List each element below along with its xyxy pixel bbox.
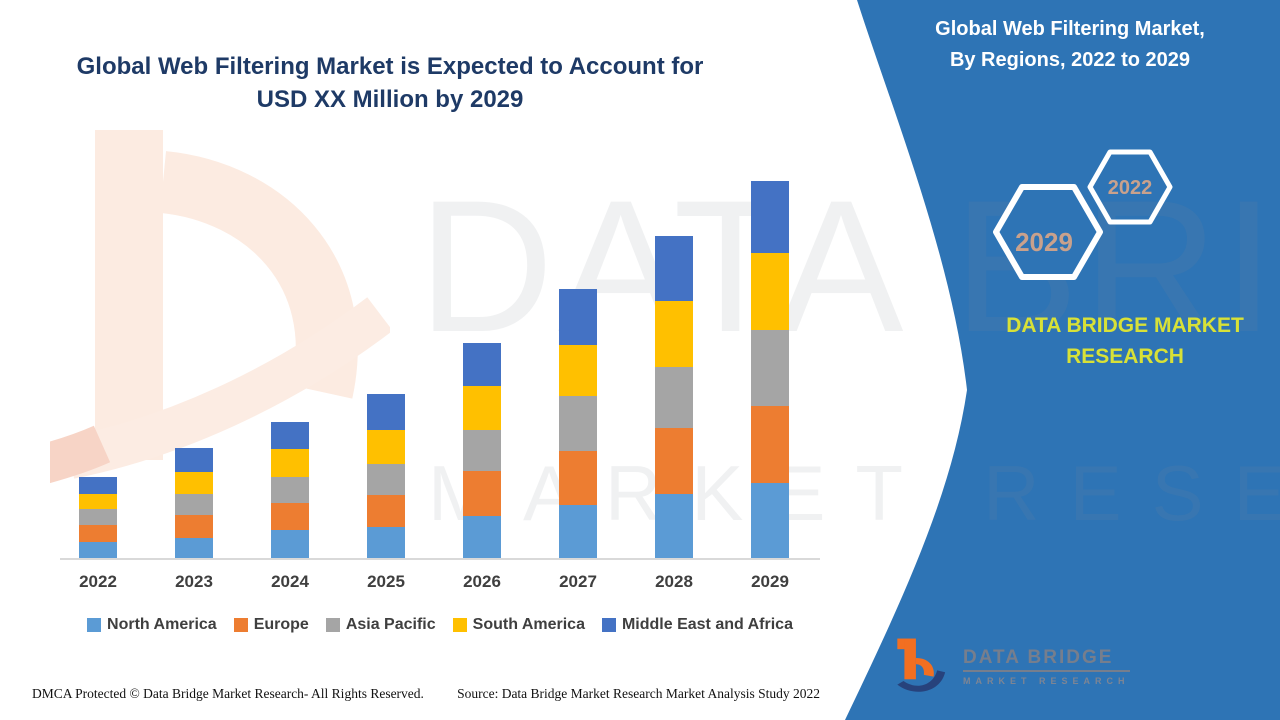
bar-segment: [751, 330, 789, 406]
bar-segment: [655, 236, 693, 301]
dmca-notice: DMCA Protected © Data Bridge Market Rese…: [32, 686, 424, 701]
x-axis-label: 2023: [175, 572, 213, 591]
bar-segment: [175, 494, 213, 515]
bar-segment: [655, 494, 693, 558]
x-axis-label: 2024: [271, 572, 309, 591]
legend-swatch: [325, 618, 340, 632]
x-axis-label: 2028: [655, 572, 693, 591]
x-axis-label: 2027: [559, 572, 597, 591]
hexagon-2029-label: 2029: [1015, 227, 1073, 257]
legend-label: Middle East and Africa: [621, 616, 793, 633]
bar-2024: [271, 422, 309, 558]
bar-segment: [751, 483, 789, 558]
bar-segment: [463, 516, 501, 558]
bar-segment: [559, 505, 597, 558]
bar-segment: [751, 181, 789, 253]
bar-segment: [655, 301, 693, 367]
hexagon-2029-icon: [993, 184, 1103, 280]
bar-segment: [463, 386, 501, 430]
bar-segment: [175, 472, 213, 494]
bar-2029: [751, 181, 789, 558]
bar-segment: [367, 495, 405, 527]
bar-segment: [79, 509, 117, 525]
logo-subtitle: MARKET RESEARCH: [963, 675, 1130, 686]
bar-segment: [463, 471, 501, 516]
footer: DMCA Protected © Data Bridge Market Rese…: [32, 686, 820, 702]
bar-2027: [559, 289, 597, 558]
legend-swatch: [452, 618, 467, 632]
bar-segment: [79, 525, 117, 542]
side-panel-title-line2: By Regions, 2022 to 2029: [949, 49, 1191, 71]
bar-segment: [79, 494, 117, 509]
bar-2025: [367, 394, 405, 558]
bar-segment: [367, 430, 405, 464]
legend-label: North America: [107, 616, 217, 633]
bar-segment: [559, 451, 597, 505]
chart-legend: North America Europe Asia Pacific South Ame…: [60, 616, 820, 634]
logo-title: DATA BRIDGE: [963, 647, 1130, 672]
legend-item: Europe: [233, 616, 309, 634]
bar-segment: [79, 542, 117, 558]
bar-segment: [175, 538, 213, 558]
legend-swatch: [233, 618, 248, 632]
bar-2023: [175, 448, 213, 558]
bar-segment: [655, 367, 693, 428]
bar-segment: [271, 503, 309, 530]
x-axis-label: 2022: [79, 572, 117, 591]
chart-title-line2: USD XX Million by 2029: [256, 86, 524, 113]
legend-item: North America: [87, 616, 217, 634]
hexagon-badges: 2022 2029: [993, 149, 1173, 280]
bar-segment: [559, 345, 597, 396]
x-axis-label: 2025: [367, 572, 405, 591]
legend-label: Europe: [253, 616, 309, 633]
bar-segment: [175, 515, 213, 538]
x-axis-label: 2029: [751, 572, 789, 591]
side-panel-title: Global Web Filtering Market, By Regions,…: [905, 14, 1235, 76]
bar-segment: [271, 477, 309, 503]
legend-swatch: [601, 618, 616, 632]
bar-2028: [655, 236, 693, 558]
brand-b-watermark-icon: [50, 130, 390, 484]
bar-segment: [751, 406, 789, 483]
legend-swatch: [87, 618, 102, 632]
brand-wordmark-line2: RESEARCH: [1066, 345, 1184, 368]
bar-segment: [559, 289, 597, 345]
chart-title: Global Web Filtering Market is Expected …: [40, 50, 740, 116]
x-axis-label: 2026: [463, 572, 501, 591]
bar-segment: [367, 394, 405, 430]
bar-segment: [271, 530, 309, 558]
bar-segment: [271, 422, 309, 449]
x-axis-labels: 2022 2023 2024 2025 2026 2027 2028 2029: [60, 572, 820, 598]
bar-segment: [175, 448, 213, 472]
side-panel-title-line1: Global Web Filtering Market,: [935, 18, 1205, 40]
legend-label: Asia Pacific: [345, 616, 436, 633]
bar-segment: [367, 527, 405, 558]
brand-wordmark-line1: DATA BRIDGE MARKET: [1006, 314, 1244, 337]
data-bridge-b-icon: [897, 638, 946, 692]
bar-segment: [79, 477, 117, 494]
hexagon-2022-icon: [1087, 149, 1173, 225]
legend-label: South America: [472, 616, 585, 633]
bar-segment: [463, 343, 501, 386]
plot-area: [60, 168, 820, 560]
bar-segment: [271, 449, 309, 477]
bar-2022: [79, 477, 117, 558]
source-note: Source: Data Bridge Market Research Mark…: [457, 686, 820, 701]
bar-2026: [463, 343, 501, 558]
bar-segment: [559, 396, 597, 451]
data-bridge-logo: DATA BRIDGE MARKET RESEARCH: [892, 634, 1130, 698]
bar-segment: [463, 430, 501, 471]
hexagon-2022-label: 2022: [1108, 177, 1153, 199]
bar-segment: [751, 253, 789, 330]
bar-segment: [655, 428, 693, 494]
legend-item: Middle East and Africa: [601, 616, 793, 634]
bar-segment: [367, 464, 405, 495]
chart-title-line1: Global Web Filtering Market is Expected …: [76, 53, 704, 80]
legend-item: South America: [452, 616, 585, 634]
brand-wordmark: DATA BRIDGE MARKET RESEARCH: [960, 310, 1280, 372]
legend-item: Asia Pacific: [325, 616, 436, 634]
